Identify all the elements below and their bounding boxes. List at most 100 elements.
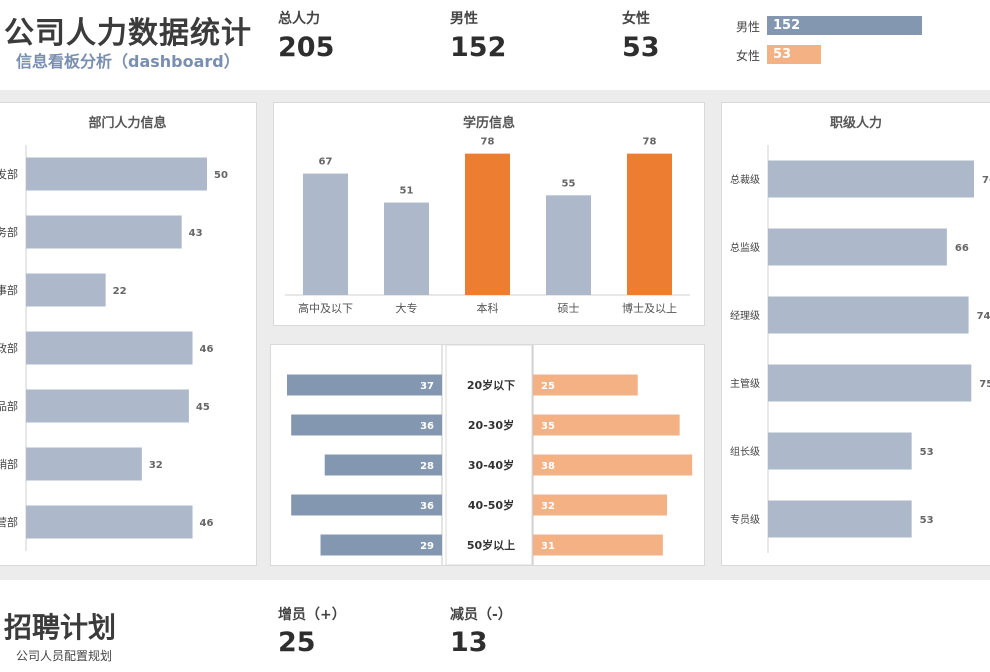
age-group-label: 20岁以下	[467, 378, 515, 392]
rank-value-label: 53	[920, 515, 934, 526]
rank-bar	[768, 228, 947, 266]
kpi-total-value: 205	[278, 32, 335, 63]
age-chart: 37 25 20岁以下 36 35 20-30岁 28 38 30-40岁 36 32 40-50岁 2…	[287, 345, 693, 565]
rank-bar	[768, 432, 912, 470]
rank-bar	[768, 364, 972, 402]
rank-bar	[768, 500, 912, 538]
rank-category-label: 组长级	[730, 445, 760, 458]
kpi-total-label: 总人力	[278, 11, 320, 27]
dashboard-subtitle: 信息看板分析（dashboard）	[16, 52, 240, 71]
dept-value-label: 50	[214, 170, 228, 181]
edu-chart: 67 高中及以下 51 大专 78 本科 55 硕士 78 博士及以上	[285, 137, 690, 315]
dept-value-label: 46	[200, 344, 214, 355]
dashboard-title: 公司人力数据统计	[4, 16, 252, 51]
edu-category-label: 本科	[477, 301, 499, 315]
edu-bar	[384, 202, 429, 295]
rank-value-label: 66	[955, 243, 969, 254]
mini-male-label: 男性	[736, 20, 761, 34]
age-group-label: 20-30岁	[468, 418, 514, 432]
dept-bar	[26, 447, 142, 481]
recruit-add-label: 增员（+）	[278, 607, 346, 623]
dept-category-label: 事部	[0, 283, 18, 297]
age-group-label: 30-40岁	[468, 458, 514, 472]
edu-panel: 学历信息 67 高中及以下 51 大专 78 本科 55 硕士 78 博士及以上	[273, 102, 705, 326]
dept-value-label: 43	[189, 228, 203, 239]
dept-category-label: 营部	[0, 515, 18, 529]
rank-chart: 总裁级 76 总监级 66 经理级 74 主管级 75 组长级 53 专员级 53	[730, 145, 990, 553]
edu-value-label: 55	[562, 178, 576, 189]
rank-value-label: 53	[920, 447, 934, 458]
edu-value-label: 78	[481, 137, 495, 148]
rank-bar	[768, 160, 974, 198]
kpi-female-label: 女性	[622, 11, 650, 27]
kpi-female-value: 53	[622, 32, 660, 63]
age-left-value: 36	[420, 501, 434, 512]
dept-category-label: 发部	[0, 167, 18, 181]
rank-value-label: 74	[977, 311, 990, 322]
kpi-male-value: 152	[450, 32, 507, 63]
age-right-value: 35	[541, 421, 555, 432]
age-right-bar	[533, 494, 668, 516]
dept-category-label: 务部	[0, 225, 18, 239]
dept-panel: 部门人力信息 发部 50 务部 43 事部 22 政部 46 品部 45 销部 32 营部 46	[0, 102, 257, 566]
rank-category-label: 总裁级	[730, 173, 760, 186]
rank-category-label: 总监级	[730, 241, 760, 254]
age-left-bar	[291, 494, 442, 516]
age-right-bar	[533, 534, 663, 556]
dept-bar	[26, 157, 207, 191]
age-right-value: 32	[541, 501, 555, 512]
edu-value-label: 78	[643, 137, 657, 148]
dept-value-label: 45	[196, 402, 210, 413]
age-right-value: 38	[541, 461, 555, 472]
recruit-title: 招聘计划	[4, 611, 117, 644]
edu-title: 学历信息	[462, 116, 515, 131]
edu-bar	[546, 195, 591, 295]
age-left-value: 36	[420, 421, 434, 432]
recruit-reduce-value: 13	[450, 627, 488, 658]
age-left-bar	[324, 454, 442, 476]
rank-title: 职级人力	[829, 116, 882, 131]
dept-category-label: 品部	[0, 399, 18, 413]
dept-value-label: 22	[113, 286, 127, 297]
age-left-bar	[287, 374, 442, 396]
rank-category-label: 专员级	[730, 513, 760, 526]
rank-category-label: 经理级	[730, 309, 760, 322]
age-center-box	[445, 345, 533, 565]
dept-bar	[26, 389, 189, 423]
dept-chart: 发部 50 务部 43 事部 22 政部 46 品部 45 销部 32 营部 46	[0, 145, 228, 551]
dept-value-label: 46	[200, 518, 214, 529]
age-left-bar	[320, 534, 442, 556]
mini-male-value: 152	[773, 18, 801, 33]
age-panel: 37 25 20岁以下 36 35 20-30岁 28 38 30-40岁 36 32 40-50岁 2…	[270, 344, 705, 566]
edu-value-label: 67	[319, 157, 333, 168]
age-right-bar	[533, 454, 693, 476]
age-left-value: 37	[420, 381, 434, 392]
dept-category-label: 销部	[0, 457, 18, 471]
age-left-bar	[291, 414, 442, 436]
mini-female-bar: 53	[767, 45, 822, 64]
age-left-value: 28	[420, 461, 434, 472]
age-left-value: 29	[420, 541, 434, 552]
dept-value-label: 32	[149, 460, 163, 471]
rank-bar	[768, 296, 969, 334]
recruit-add-value: 25	[278, 627, 316, 658]
edu-value-label: 51	[400, 186, 414, 197]
age-right-bar	[533, 414, 680, 436]
recruit-subtitle: 公司人员配置规划	[16, 649, 113, 663]
dept-title: 部门人力信息	[88, 116, 167, 131]
dept-category-label: 政部	[0, 341, 18, 355]
edu-category-label: 硕士	[558, 302, 580, 315]
recruit-reduce-label: 减员（-）	[450, 607, 512, 623]
edu-bar	[627, 153, 672, 295]
mini-female-label: 女性	[736, 49, 761, 63]
mini-male-bar: 152	[767, 16, 922, 35]
dept-bar	[26, 505, 193, 539]
age-right-value: 25	[541, 381, 555, 392]
age-right-bar	[533, 374, 638, 396]
dept-bar	[26, 331, 193, 365]
edu-category-label: 高中及以下	[298, 301, 353, 315]
dept-bar	[26, 273, 106, 307]
edu-category-label: 博士及以上	[622, 302, 677, 315]
rank-category-label: 主管级	[730, 377, 760, 390]
rank-value-label: 75	[979, 379, 990, 390]
